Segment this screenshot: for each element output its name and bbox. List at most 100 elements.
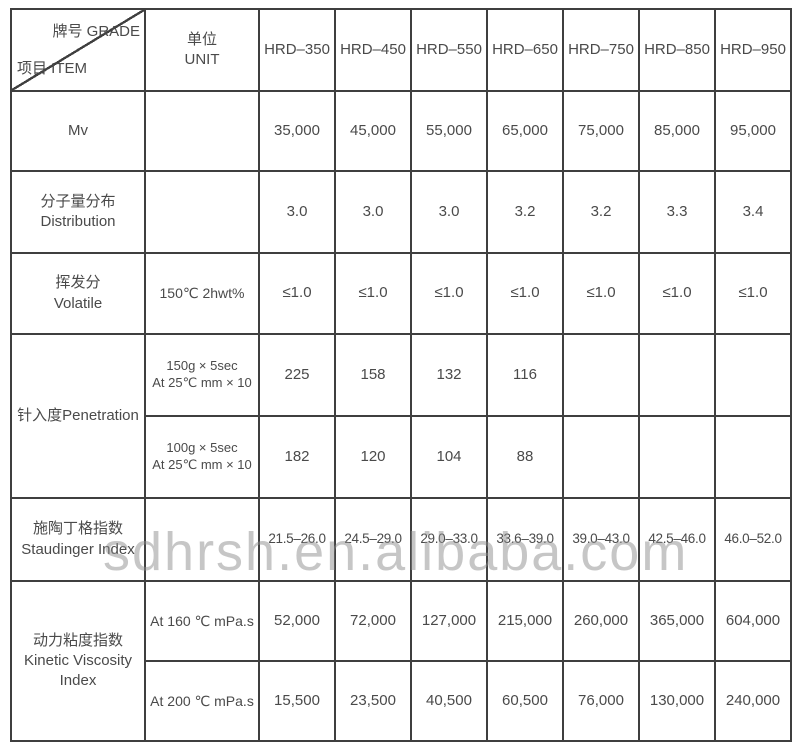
- staudinger-label-zh: 施陶丁格指数: [32, 520, 123, 538]
- grade-header-hrd-650: HRD–650: [486, 8, 564, 92]
- kinetic-label-en1: Kinetic Viscosity: [23, 651, 133, 669]
- value-cell: 104: [410, 415, 488, 499]
- value-cell: [714, 333, 792, 417]
- value-cell: 95,000: [714, 90, 792, 172]
- value-cell: 3.2: [562, 170, 640, 254]
- value-cell: 46.0–52.0: [714, 497, 792, 582]
- value-cell: 33.6–39.0: [486, 497, 564, 582]
- grade-header-hrd-750: HRD–750: [562, 8, 640, 92]
- row-penetration-100g: 100g × 5sec At 25℃ mm × 10 182 120 104 8…: [11, 415, 792, 499]
- grade-header-hrd-550: HRD–550: [410, 8, 488, 92]
- value-cell: 45,000: [334, 90, 412, 172]
- value-cell: ≤1.0: [486, 252, 564, 335]
- value-cell: 130,000: [638, 660, 716, 742]
- mv-item-label: Mv: [10, 90, 146, 172]
- value-cell: 260,000: [562, 580, 640, 662]
- value-cell: 39.0–43.0: [562, 497, 640, 582]
- value-cell: 60,500: [486, 660, 564, 742]
- value-cell: 3.3: [638, 170, 716, 254]
- value-cell: 72,000: [334, 580, 412, 662]
- row-kinetic-viscosity-200: At 200 ℃ mPa.s 15,500 23,500 40,500 60,5…: [11, 660, 792, 742]
- row-distribution: 分子量分布 Distribution 3.0 3.0 3.0 3.2 3.2 3…: [10, 170, 792, 254]
- value-cell: 40,500: [410, 660, 488, 742]
- unit-header-en: UNIT: [184, 51, 220, 68]
- value-cell: 55,000: [410, 90, 488, 172]
- distribution-unit-cell: [144, 170, 260, 254]
- value-cell: 225: [258, 333, 336, 417]
- value-cell: 120: [334, 415, 412, 499]
- value-cell: [714, 415, 792, 499]
- distribution-label-en: Distribution: [40, 213, 116, 230]
- penetration-unit-100g-line2: At 25℃ mm × 10: [152, 457, 252, 472]
- value-cell: 182: [258, 415, 336, 499]
- value-cell: 21.5–26.0: [258, 497, 336, 582]
- grade-header-hrd-450: HRD–450: [334, 8, 412, 92]
- staudinger-unit-cell: [144, 497, 260, 582]
- unit-header-cell: 单位 UNIT: [144, 8, 260, 92]
- value-cell: 52,000: [258, 580, 336, 662]
- penetration-unit-cell-100g: 100g × 5sec At 25℃ mm × 10: [144, 415, 260, 499]
- penetration-item-label: 针入度Penetration: [10, 333, 146, 499]
- grade-item-corner-cell: 牌号 GRADE 项目 ITEM: [10, 8, 146, 92]
- value-cell: 35,000: [258, 90, 336, 172]
- row-staudinger-index: 施陶丁格指数 Staudinger Index 21.5–26.0 24.5–2…: [10, 497, 792, 582]
- value-cell: 65,000: [486, 90, 564, 172]
- distribution-label-zh: 分子量分布: [40, 192, 116, 210]
- kinetic-unit-cell-200: At 200 ℃ mPa.s: [144, 660, 260, 742]
- value-cell: 75,000: [562, 90, 640, 172]
- value-cell: 158: [334, 333, 412, 417]
- value-cell: 29.0–33.0: [410, 497, 488, 582]
- kinetic-unit-cell-160: At 160 ℃ mPa.s: [144, 580, 260, 662]
- grade-header-hrd-850: HRD–850: [638, 8, 716, 92]
- volatile-label-en: Volatile: [53, 294, 103, 312]
- value-cell: 23,500: [334, 660, 412, 742]
- penetration-unit-100g-line1: 100g × 5sec: [166, 440, 238, 456]
- row-kinetic-viscosity-160: 动力粘度指数 Kinetic Viscosity Index At 160 ℃ …: [10, 580, 792, 742]
- kinetic-label-zh: 动力粘度指数: [32, 631, 123, 649]
- value-cell: ≤1.0: [258, 252, 336, 335]
- value-cell: 3.0: [410, 170, 488, 254]
- value-cell: ≤1.0: [410, 252, 488, 335]
- row-mv: Mv 35,000 45,000 55,000 65,000 75,000 85…: [10, 90, 792, 172]
- mv-unit-cell: [144, 90, 260, 172]
- value-cell: ≤1.0: [562, 252, 640, 335]
- product-spec-table: 牌号 GRADE 项目 ITEM 单位 UNIT HRD–350 HRD–450…: [10, 8, 792, 742]
- value-cell: 116: [486, 333, 564, 417]
- row-penetration-150g: 针入度Penetration 150g × 5sec At 25℃ mm × 1…: [10, 333, 792, 499]
- unit-header-zh: 单位: [186, 30, 217, 48]
- value-cell: 127,000: [410, 580, 488, 662]
- volatile-unit-cell: 150℃ 2hwt%: [144, 252, 260, 335]
- value-cell: 3.4: [714, 170, 792, 254]
- header-row: 牌号 GRADE 项目 ITEM 单位 UNIT HRD–350 HRD–450…: [10, 8, 792, 92]
- value-cell: 88: [486, 415, 564, 499]
- value-cell: 85,000: [638, 90, 716, 172]
- value-cell: ≤1.0: [714, 252, 792, 335]
- distribution-item-label: 分子量分布 Distribution: [10, 170, 146, 254]
- staudinger-item-label: 施陶丁格指数 Staudinger Index: [10, 497, 146, 582]
- staudinger-label-en: Staudinger Index: [21, 540, 135, 558]
- value-cell: [562, 333, 640, 417]
- grade-header-hrd-950: HRD–950: [714, 8, 792, 92]
- value-cell: 76,000: [562, 660, 640, 742]
- penetration-unit-150g-line1: 150g × 5sec: [166, 358, 238, 374]
- value-cell: 240,000: [714, 660, 792, 742]
- value-cell: 24.5–29.0: [334, 497, 412, 582]
- value-cell: 3.0: [258, 170, 336, 254]
- volatile-label-zh: 挥发分: [55, 274, 101, 292]
- value-cell: [638, 415, 716, 499]
- value-cell: ≤1.0: [334, 252, 412, 335]
- kinetic-label-en2: Index: [59, 672, 97, 690]
- kinetic-item-label: 动力粘度指数 Kinetic Viscosity Index: [10, 580, 146, 742]
- item-header-label: 项目 ITEM: [17, 59, 87, 77]
- value-cell: 215,000: [486, 580, 564, 662]
- value-cell: 15,500: [258, 660, 336, 742]
- value-cell: [638, 333, 716, 417]
- grade-header-hrd-350: HRD–350: [258, 8, 336, 92]
- value-cell: 42.5–46.0: [638, 497, 716, 582]
- row-volatile: 挥发分 Volatile 150℃ 2hwt% ≤1.0 ≤1.0 ≤1.0 ≤…: [10, 252, 792, 335]
- value-cell: 604,000: [714, 580, 792, 662]
- value-cell: 3.2: [486, 170, 564, 254]
- penetration-unit-cell-150g: 150g × 5sec At 25℃ mm × 10: [144, 333, 260, 417]
- value-cell: 3.0: [334, 170, 412, 254]
- volatile-item-label: 挥发分 Volatile: [10, 252, 146, 335]
